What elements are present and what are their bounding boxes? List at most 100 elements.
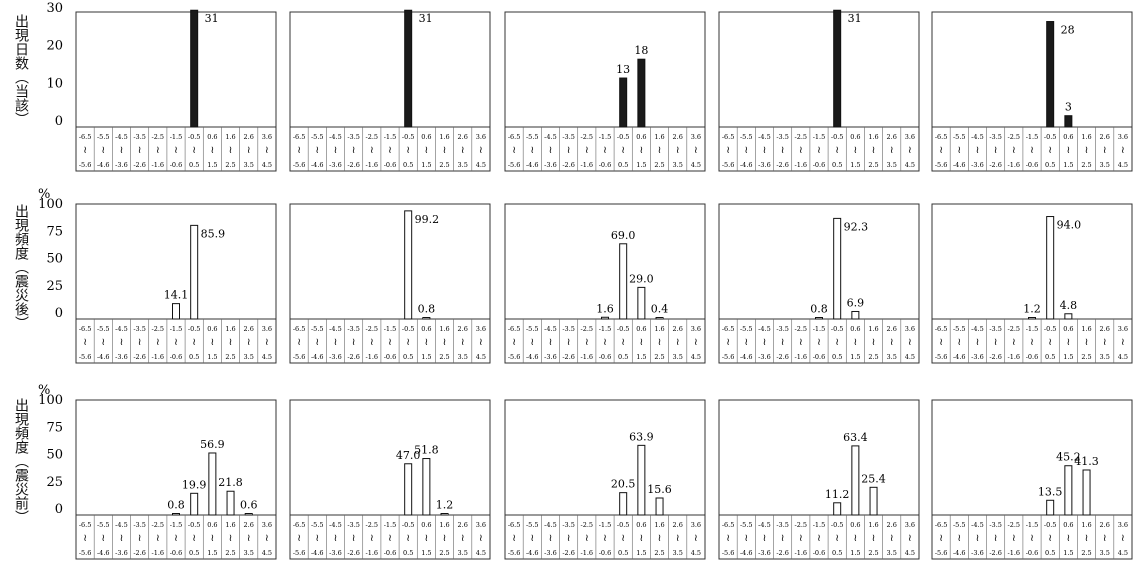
x-bin-top-label: 0.6 bbox=[636, 521, 646, 529]
x-bin-range-mark: ≀ bbox=[210, 533, 214, 544]
x-bin-range-mark: ≀ bbox=[817, 337, 821, 348]
panel-r2-c0: -6.5 ≀ -5.6 -5.5 ≀ -4.6 -4.5 ≀ -3.6 -3.5 ≀ -2.6 -2.5… bbox=[75, 399, 277, 560]
x-bin-bottom-label: -1.6 bbox=[152, 549, 165, 557]
x-bin-top-label: -5.5 bbox=[97, 521, 110, 529]
x-bin-range-mark: ≀ bbox=[297, 533, 301, 544]
y-tick-label: 0 bbox=[55, 502, 63, 517]
bar bbox=[833, 217, 842, 320]
x-bin-bottom-label: 2.5 bbox=[868, 353, 878, 361]
x-bin-top-label: -5.5 bbox=[311, 133, 324, 141]
x-bin-range-mark: ≀ bbox=[512, 533, 516, 544]
x-bin-bottom-label: -1.6 bbox=[366, 353, 379, 361]
x-bin-bottom-label: -2.6 bbox=[776, 549, 789, 557]
x-bin-range-mark: ≀ bbox=[908, 145, 912, 156]
x-bin-bottom-label: 4.5 bbox=[1118, 353, 1128, 361]
x-bin-top-label: -5.5 bbox=[526, 325, 539, 333]
bar-value-label: 45.2 bbox=[1056, 451, 1081, 464]
x-bin-top-label: -5.5 bbox=[953, 325, 966, 333]
bar-value-label: 69.0 bbox=[611, 229, 636, 242]
x-bin-range-mark: ≀ bbox=[1030, 337, 1034, 348]
x-bin-top-label: 0.6 bbox=[636, 325, 646, 333]
x-bin-range-mark: ≀ bbox=[939, 533, 943, 544]
x-bin-range-mark: ≀ bbox=[210, 145, 214, 156]
x-bin-range-mark: ≀ bbox=[530, 145, 534, 156]
x-bin-range-mark: ≀ bbox=[156, 533, 160, 544]
x-bin-top-label: 0.6 bbox=[1063, 521, 1073, 529]
panel-r0-c3: -6.5 ≀ -5.6 -5.5 ≀ -4.6 -4.5 ≀ -3.6 -3.5 ≀ -2.6 -2.5… bbox=[718, 9, 920, 172]
panel-r0-c1: -6.5 ≀ -5.6 -5.5 ≀ -4.6 -4.5 ≀ -3.6 -3.5 ≀ -2.6 -2.5… bbox=[289, 9, 491, 172]
x-bin-bottom-label: -5.6 bbox=[722, 353, 735, 361]
panel-frame bbox=[75, 203, 277, 364]
x-bin-top-label: -4.5 bbox=[329, 133, 342, 141]
bar-value-label: 31 bbox=[205, 12, 219, 25]
x-bin-range-mark: ≀ bbox=[939, 145, 943, 156]
x-bin-bottom-label: 3.5 bbox=[1100, 161, 1110, 169]
x-bin-top-label: -1.5 bbox=[384, 133, 397, 141]
bar bbox=[422, 317, 431, 320]
x-bin-bottom-label: -3.6 bbox=[115, 161, 128, 169]
x-bin-top-label: 3.6 bbox=[262, 133, 272, 141]
x-bin-bottom-label: 4.5 bbox=[262, 161, 272, 169]
x-bin-bottom-label: -5.6 bbox=[508, 353, 521, 361]
x-bin-top-label: -6.5 bbox=[935, 325, 948, 333]
x-bin-top-label: -6.5 bbox=[722, 325, 735, 333]
x-bin-range-mark: ≀ bbox=[763, 145, 767, 156]
x-bin-top-label: -0.5 bbox=[402, 325, 415, 333]
x-bin-range-mark: ≀ bbox=[388, 337, 392, 348]
x-bin-bottom-label: 0.5 bbox=[1045, 161, 1055, 169]
x-bin-range-mark: ≀ bbox=[1030, 533, 1034, 544]
x-bin-bottom-label: -4.6 bbox=[311, 549, 324, 557]
x-bin-top-label: -0.5 bbox=[617, 133, 630, 141]
x-bin-range-mark: ≀ bbox=[763, 337, 767, 348]
x-bin-bottom-label: -5.6 bbox=[508, 161, 521, 169]
x-bin-range-mark: ≀ bbox=[763, 533, 767, 544]
x-bin-range-mark: ≀ bbox=[443, 145, 447, 156]
x-bin-range-mark: ≀ bbox=[1048, 533, 1052, 544]
x-bin-range-mark: ≀ bbox=[512, 145, 516, 156]
x-bin-range-mark: ≀ bbox=[658, 337, 662, 348]
x-bin-top-label: 3.6 bbox=[262, 521, 272, 529]
panel-frame bbox=[718, 399, 920, 560]
x-bin-range-mark: ≀ bbox=[265, 337, 269, 348]
x-bin-bottom-label: -3.6 bbox=[329, 161, 342, 169]
x-bin-bottom-label: -0.6 bbox=[384, 549, 397, 557]
x-bin-top-label: 1.6 bbox=[439, 521, 449, 529]
x-bin-bottom-label: 4.5 bbox=[1118, 549, 1128, 557]
x-bin-top-label: 2.6 bbox=[673, 133, 683, 141]
x-bin-bottom-label: -3.6 bbox=[115, 549, 128, 557]
y-tick-label: 100 bbox=[38, 393, 63, 408]
x-bin-range-mark: ≀ bbox=[549, 337, 553, 348]
x-bin-range-mark: ≀ bbox=[567, 145, 571, 156]
x-bin-range-mark: ≀ bbox=[247, 337, 251, 348]
x-bin-top-label: -1.5 bbox=[384, 521, 397, 529]
x-bin-top-label: -1.5 bbox=[599, 133, 612, 141]
panel-r1-c4: -6.5 ≀ -5.6 -5.5 ≀ -4.6 -4.5 ≀ -3.6 -3.5 ≀ -2.6 -2.5… bbox=[931, 203, 1133, 364]
x-bin-top-label: 3.6 bbox=[905, 325, 915, 333]
x-bin-bottom-label: 0.5 bbox=[189, 161, 199, 169]
x-bin-top-label: 3.6 bbox=[691, 521, 701, 529]
x-bin-range-mark: ≀ bbox=[799, 533, 803, 544]
x-bin-range-mark: ≀ bbox=[156, 337, 160, 348]
bar-value-label: 31 bbox=[848, 12, 862, 25]
x-bin-top-label: 3.6 bbox=[476, 521, 486, 529]
x-bin-range-mark: ≀ bbox=[1085, 145, 1089, 156]
x-bin-bottom-label: 2.5 bbox=[439, 161, 449, 169]
x-bin-bottom-label: -5.6 bbox=[722, 161, 735, 169]
x-bin-top-label: -4.5 bbox=[544, 521, 557, 529]
x-bin-range-mark: ≀ bbox=[890, 533, 894, 544]
x-bin-range-mark: ≀ bbox=[192, 337, 196, 348]
x-bin-range-mark: ≀ bbox=[174, 145, 178, 156]
x-bin-range-mark: ≀ bbox=[247, 145, 251, 156]
x-bin-top-label: 1.6 bbox=[439, 325, 449, 333]
x-bin-bottom-label: -5.6 bbox=[722, 549, 735, 557]
x-bin-bottom-label: 2.5 bbox=[1081, 161, 1091, 169]
x-bin-range-mark: ≀ bbox=[1085, 337, 1089, 348]
x-bin-range-mark: ≀ bbox=[424, 145, 428, 156]
bar bbox=[1046, 216, 1055, 320]
x-bin-bottom-label: 0.5 bbox=[618, 161, 628, 169]
x-bin-top-label: 1.6 bbox=[439, 133, 449, 141]
x-bin-top-label: 3.6 bbox=[476, 325, 486, 333]
x-bin-bottom-label: -3.6 bbox=[544, 549, 557, 557]
x-bin-top-label: -2.5 bbox=[795, 325, 808, 333]
panel-r2-c4: -6.5 ≀ -5.6 -5.5 ≀ -4.6 -4.5 ≀ -3.6 -3.5 ≀ -2.6 -2.5… bbox=[931, 399, 1133, 560]
